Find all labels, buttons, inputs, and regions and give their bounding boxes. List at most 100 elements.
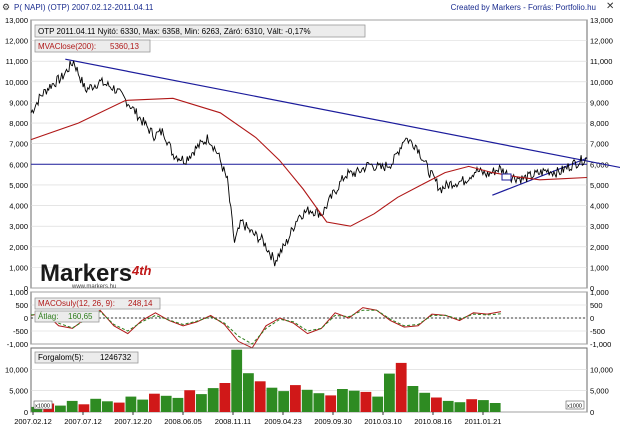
y-tick-label-right: 6,000 [590,160,609,169]
volume-bar [196,394,207,412]
signal-label: Átlag: [38,312,58,321]
volume-bar [489,403,501,412]
y-tick-label-right: 5,000 [590,181,609,190]
y-tick-label-left: 8,000 [9,119,28,128]
volume-bar [290,385,301,412]
y-tick-label-left: 500 [15,301,28,310]
volume-bar [113,402,125,412]
y-tick-label-left: 11,000 [6,57,28,66]
price-panel: 0 1,000 2,000 3,000 4,000 5,000 6,000 7,000 8,00… [5,16,620,293]
volume-scale-marker-right [565,400,585,410]
close-icon[interactable]: ✕ [606,1,615,12]
volume-bar [137,399,149,412]
gear-icon[interactable]: ⚙ [2,2,11,12]
macd-signal-line [30,309,502,345]
volume-bar [266,387,278,412]
volume-bar [278,391,290,412]
macd-label-box [34,297,161,310]
volume-bar [431,397,442,412]
volume-bar [337,389,348,412]
x-tick-label: 2008.11.11 [215,417,251,426]
volume-bar [31,406,43,412]
volume-bar [102,401,113,412]
price-y-axis-right: 0 1,000 2,000 3,000 4,000 5,000 6,000 7,000 8,00… [590,16,613,293]
volume-bar [149,393,160,412]
volume-bar [231,349,243,412]
downtrend-line [65,58,620,169]
volume-value: 1246732 [100,353,132,362]
y-tick-label-right: -500 [590,327,605,336]
y-tick-label-right: 0 [590,408,594,417]
volume-bar [313,393,325,412]
volume-bar [184,390,196,412]
y-tick-label-left: 10,000 [5,365,28,374]
volume-bar [172,397,184,412]
y-tick-label-left: 1,000 [9,288,28,297]
ma-label-box [34,39,151,53]
y-tick-label-left: 12,000 [5,37,28,46]
y-tick-label-right: 11,000 [590,57,612,66]
volume-bar [66,400,78,412]
chart-header-source: Created by Markers - Forrás: Portfolio.h… [450,3,596,12]
volume-bar [360,391,372,412]
y-tick-label-right: 3,000 [590,222,609,231]
volume-bar [466,399,478,412]
price-y-axis-left: 0 1,000 2,000 3,000 4,000 5,000 6,000 7,000 8,00… [5,16,28,293]
y-tick-label-right: 500 [590,301,603,310]
price-info-box [34,24,366,38]
last-price-marker [501,173,512,181]
x-tick-label: 2008.06.05 [164,417,202,426]
signal-value: 160,65 [68,312,93,321]
volume-label-box [34,351,139,364]
volume-label: Forgalom(5): [38,353,84,362]
macd-label: MACOsuly(12, 26, 9): [38,299,115,308]
moving-average-line [30,97,588,227]
x-tick-label: 2007.02.12 [14,417,52,426]
volume-bar [207,388,219,412]
volume-bar [384,373,395,412]
x-tick-label: 2007.12.20 [114,417,152,426]
y-tick-label-right: 4,000 [590,202,609,211]
x-tick-label: 2011.01.21 [465,417,502,426]
watermark-accent: 4th [131,263,152,278]
macd-value: 248,14 [128,299,153,308]
y-tick-label-right: 9,000 [590,98,609,107]
y-tick-label-right: 7,000 [590,140,609,149]
y-tick-label-right: 10,000 [590,78,613,87]
volume-bar [254,381,266,412]
y-tick-label-right: 1,000 [590,288,609,297]
watermark-url: www.markers.hu [71,284,116,290]
y-tick-label-left: 3,000 [9,222,28,231]
uptrend-line [492,157,588,196]
y-tick-label-left: 0 [24,408,28,417]
y-tick-label-right: 0 [590,284,594,293]
y-tick-label-right: -1,000 [590,340,611,349]
volume-bar [325,395,337,412]
volume-bar [407,386,419,412]
volume-bar [55,405,66,412]
y-tick-label-left: 7,000 [9,140,28,149]
y-tick-label-left: 2,000 [9,243,28,252]
x-tick-label: 2009.09.30 [314,417,352,426]
y-tick-label-left: 10,000 [5,78,28,87]
y-tick-label-left: 5,000 [9,387,28,396]
y-tick-label-right: 0 [590,314,594,323]
volume-scale-marker-left [33,400,53,410]
y-tick-label-left: 0 [24,284,28,293]
y-tick-label-left: 1,000 [9,263,28,272]
volume-panel: 0 5,000 10,000 0 5,000 10,000 Forgalom(5): 1… [5,347,613,417]
y-tick-label-right: 13,000 [590,16,613,25]
ma-value: 5360,13 [110,42,139,51]
volume-bar [442,400,454,412]
signal-label-box [34,310,100,323]
volume-bar [301,389,313,412]
y-tick-label-right: 1,000 [590,263,609,272]
volume-y-axis-left: 0 5,000 10,000 [5,365,28,417]
y-tick-label-right: 8,000 [590,119,609,128]
y-tick-label-right: 5,000 [590,387,609,396]
volume-scale-left: x1000 [35,404,50,410]
volume-bar [243,373,254,412]
volume-bar [395,362,407,412]
